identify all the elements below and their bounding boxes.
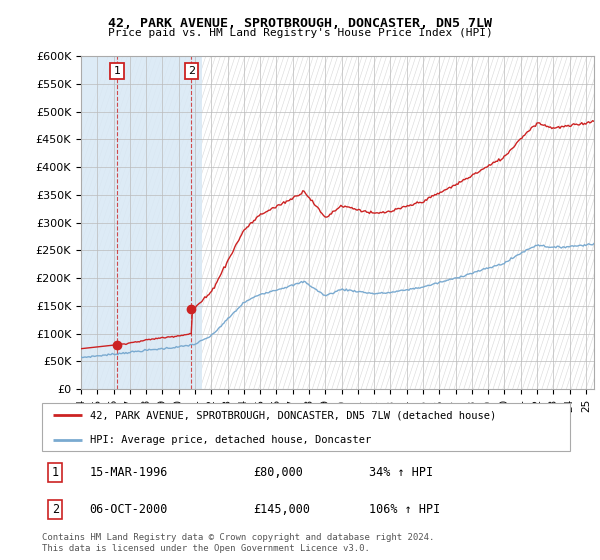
Text: £145,000: £145,000 <box>253 503 310 516</box>
Bar <box>81 56 202 389</box>
Text: Price paid vs. HM Land Registry's House Price Index (HPI): Price paid vs. HM Land Registry's House … <box>107 28 493 38</box>
Text: HPI: Average price, detached house, Doncaster: HPI: Average price, detached house, Donc… <box>89 435 371 445</box>
Text: 15-MAR-1996: 15-MAR-1996 <box>89 466 168 479</box>
Text: £80,000: £80,000 <box>253 466 303 479</box>
Text: 106% ↑ HPI: 106% ↑ HPI <box>370 503 440 516</box>
Text: 1: 1 <box>52 466 59 479</box>
Text: 1: 1 <box>113 66 121 76</box>
Text: 42, PARK AVENUE, SPROTBROUGH, DONCASTER, DN5 7LW (detached house): 42, PARK AVENUE, SPROTBROUGH, DONCASTER,… <box>89 410 496 420</box>
Text: 06-OCT-2000: 06-OCT-2000 <box>89 503 168 516</box>
FancyBboxPatch shape <box>42 403 570 451</box>
Text: 34% ↑ HPI: 34% ↑ HPI <box>370 466 433 479</box>
Text: 2: 2 <box>52 503 59 516</box>
Text: 42, PARK AVENUE, SPROTBROUGH, DONCASTER, DN5 7LW: 42, PARK AVENUE, SPROTBROUGH, DONCASTER,… <box>108 17 492 30</box>
Text: Contains HM Land Registry data © Crown copyright and database right 2024.
This d: Contains HM Land Registry data © Crown c… <box>42 533 434 553</box>
Text: 2: 2 <box>188 66 195 76</box>
